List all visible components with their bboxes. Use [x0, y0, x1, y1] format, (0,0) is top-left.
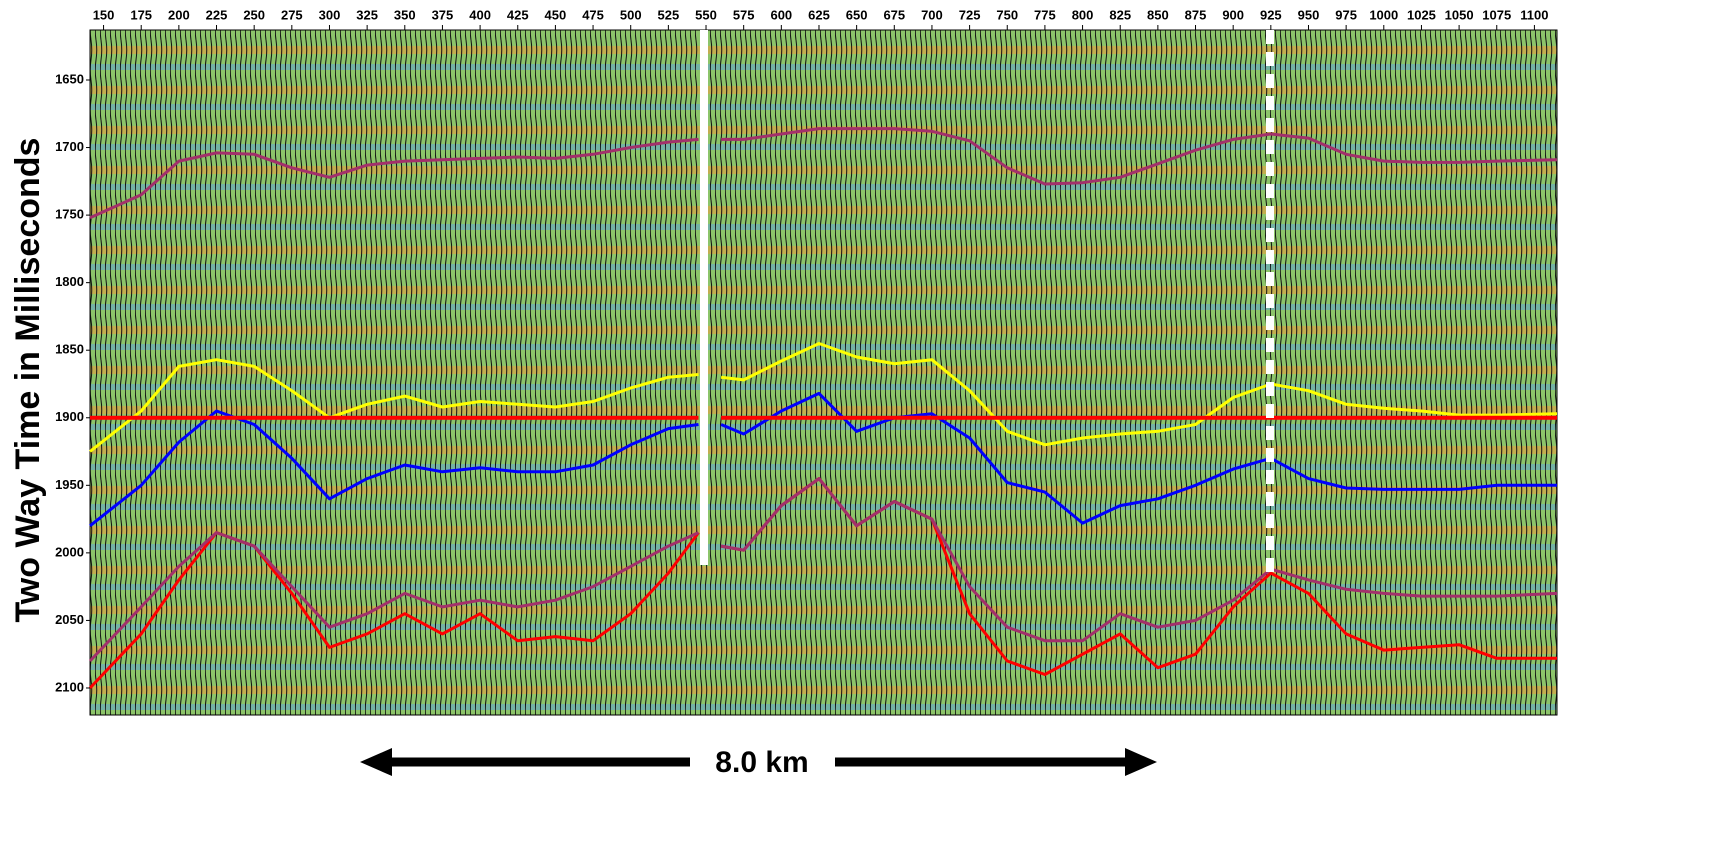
x-tick-label: 975	[1335, 7, 1357, 22]
x-tick-label: 375	[432, 7, 454, 22]
y-tick-label: 2050	[55, 612, 84, 627]
y-tick-label: 1900	[55, 409, 84, 424]
x-tick-label: 775	[1034, 7, 1056, 22]
y-tick-label: 1800	[55, 274, 84, 289]
horizon-line	[89, 127, 1558, 220]
x-tick-label: 1100	[1520, 7, 1548, 22]
x-tick-label: 875	[1185, 7, 1207, 22]
x-tick-label: 450	[545, 7, 567, 22]
x-tick-label: 275	[281, 7, 303, 22]
x-tick-label: 700	[921, 7, 943, 22]
y-axis-label: Two Way Time in Milliseconds	[9, 138, 47, 623]
x-tick-label: 400	[469, 7, 491, 22]
x-tick-label: 800	[1072, 7, 1094, 22]
x-tick-label: 850	[1147, 7, 1169, 22]
x-tick-label: 475	[582, 7, 604, 22]
x-tick-label: 250	[243, 7, 265, 22]
y-tick-label: 1850	[55, 342, 84, 357]
plot-area	[88, 127, 1558, 690]
x-tick-label: 1075	[1482, 7, 1511, 22]
y-tick-label: 2100	[55, 679, 84, 694]
x-tick-label: 1000	[1369, 7, 1398, 22]
x-tick-label: 325	[356, 7, 378, 22]
horizon-line	[89, 342, 1558, 453]
x-tick-label: 950	[1298, 7, 1320, 22]
x-tick-label: 225	[206, 7, 228, 22]
x-tick-label: 1025	[1407, 7, 1436, 22]
plot-frame	[89, 29, 1558, 716]
x-tick-label: 175	[130, 7, 152, 22]
x-tick-label: 650	[846, 7, 868, 22]
x-tick-label: 200	[168, 7, 190, 22]
x-tick-label: 675	[883, 7, 905, 22]
x-tick-label: 1050	[1445, 7, 1474, 22]
horizon-line	[88, 477, 1558, 663]
x-tick-label: 425	[507, 7, 529, 22]
x-tick-label: 350	[394, 7, 416, 22]
x-tick-label: 550	[695, 7, 717, 22]
scale-arrows	[360, 748, 1157, 776]
x-tick-label: 575	[733, 7, 755, 22]
x-tick-label: 900	[1222, 7, 1244, 22]
x-tick-label: 925	[1260, 7, 1282, 22]
y-tick-label: 1650	[55, 71, 84, 86]
y-tick-label: 1750	[55, 207, 84, 222]
x-tick-label: 500	[620, 7, 642, 22]
x-tick-label: 300	[319, 7, 341, 22]
y-tick-label: 1950	[55, 477, 84, 492]
x-tick-label: 150	[93, 7, 115, 22]
seismic-background	[90, 30, 1557, 715]
x-tick-label: 600	[770, 7, 792, 22]
y-tick-label: 1700	[55, 139, 84, 154]
x-tick-label: 825	[1109, 7, 1131, 22]
x-tick-label: 625	[808, 7, 830, 22]
x-tick-label: 725	[959, 7, 981, 22]
scale-label: 8.0 km	[715, 746, 808, 779]
x-tick-label: 525	[658, 7, 680, 22]
x-tick-label: 750	[996, 7, 1018, 22]
y-tick-label: 2000	[55, 544, 84, 559]
